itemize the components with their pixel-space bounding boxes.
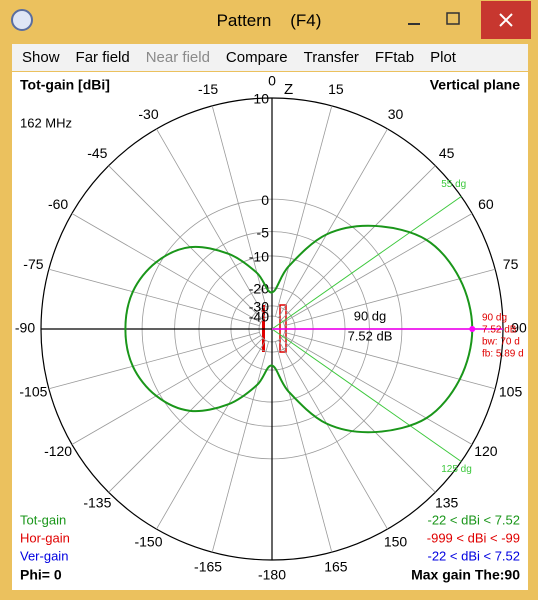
menu-item[interactable]: Near field: [145, 49, 210, 66]
menu-item[interactable]: Transfer: [303, 49, 359, 66]
title-bar: Pattern (F4): [0, 0, 538, 42]
side-info: 90 dg: [482, 313, 507, 324]
max-dot: [469, 326, 476, 332]
menu-item[interactable]: Plot: [430, 49, 456, 66]
beam-label: 55 dg: [441, 179, 466, 190]
window-title: Pattern (F4): [216, 11, 322, 30]
ray: [283, 213, 473, 323]
max-gain-label: 7.52 dB: [348, 328, 393, 343]
ray: [274, 105, 333, 317]
legend-name: Ver-gain: [20, 548, 68, 563]
ray: [211, 341, 270, 553]
maximize-button[interactable]: [446, 12, 460, 25]
ray: [284, 268, 496, 327]
side-info: bw: 70 d: [482, 337, 520, 348]
frequency: 162 MHz: [20, 115, 72, 130]
ray: [211, 105, 270, 317]
ray: [274, 341, 333, 553]
angle-label: -30: [138, 106, 158, 122]
angle-label: -75: [23, 256, 43, 272]
menu-item[interactable]: Show: [22, 49, 60, 66]
angle-label: -105: [19, 384, 47, 400]
ring-label: -40: [249, 309, 269, 325]
header-left: Tot-gain [dBi]: [20, 77, 110, 93]
ray: [48, 268, 260, 327]
angle-label: 30: [388, 106, 404, 122]
pattern-curve: [124, 224, 474, 434]
ray: [280, 165, 436, 321]
angle-label: 60: [478, 196, 494, 212]
ray: [108, 165, 264, 321]
beam-label: 125 dg: [441, 464, 472, 475]
menu-item[interactable]: FFtab: [374, 49, 415, 66]
beam-line: [271, 328, 462, 462]
beam-line: [271, 196, 462, 330]
ray: [156, 340, 266, 530]
ring-label: 0: [261, 192, 269, 208]
menu-bar: Show Far field Near field Compare Transfer FF…: [12, 44, 528, 71]
angle-label: -135: [83, 494, 111, 510]
angle-label: 45: [439, 145, 455, 161]
ray: [283, 335, 473, 445]
angle-label: 0: [268, 73, 276, 89]
legend-range: -22 < dBi < 7.52: [427, 512, 520, 527]
header-right: Vertical plane: [430, 77, 520, 93]
ray: [48, 331, 260, 390]
angle-label: -15: [198, 81, 218, 97]
axis-label: Z: [284, 81, 293, 98]
legend-range: -22 < dBi < 7.52: [427, 548, 520, 563]
angle-label: -60: [48, 196, 68, 212]
angle-label: -150: [134, 534, 162, 550]
ray: [156, 128, 266, 318]
menu-item[interactable]: Far field: [75, 49, 130, 66]
angle-label: -165: [194, 558, 222, 574]
footer-left: Phi= 0: [20, 567, 62, 583]
pattern-plot: 0153045607590105120135150165-180-165-150…: [12, 72, 528, 590]
legend-name: Hor-gain: [20, 530, 70, 545]
angle-label: -90: [15, 320, 35, 336]
angle-label: 105: [499, 384, 523, 400]
ray: [278, 340, 388, 530]
side-info: 7.52 dB: [482, 325, 517, 336]
angle-label: -120: [44, 443, 72, 459]
app-icon[interactable]: [11, 9, 33, 31]
close-icon: [499, 13, 513, 27]
ring-label: -10: [249, 249, 269, 265]
angle-label: 15: [328, 81, 344, 97]
footer-right: Max gain The:90: [411, 567, 520, 583]
ray: [108, 337, 264, 493]
angle-label: -180: [258, 567, 286, 583]
legend-name: Tot-gain: [20, 512, 66, 527]
side-info: fb: 5.89 d: [482, 349, 524, 360]
angle-label: 75: [503, 256, 519, 272]
max-angle-label: 90 dg: [354, 308, 387, 323]
ring-label: 10: [253, 91, 269, 107]
ray: [280, 337, 436, 493]
ray: [71, 213, 261, 323]
ray: [71, 335, 261, 445]
ring-label: -30: [249, 299, 269, 315]
angle-label: 150: [384, 534, 408, 550]
plot-layer: 0153045607590105120135150165-180-165-150…: [15, 73, 527, 583]
angle-label: 120: [474, 443, 498, 459]
menu-item[interactable]: Compare: [225, 49, 288, 66]
ring-label: -5: [257, 224, 270, 240]
angle-label: 165: [324, 558, 348, 574]
legend-range: -999 < dBi < -99: [427, 530, 520, 545]
title-bar-icons: [11, 1, 531, 39]
ray: [278, 128, 388, 318]
angle-label: 90: [511, 320, 527, 336]
angle-label: 135: [435, 494, 459, 510]
angle-label: -45: [87, 145, 107, 161]
